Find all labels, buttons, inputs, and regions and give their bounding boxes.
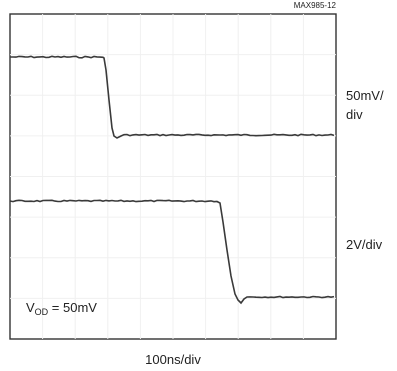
trace-output-2v [9,199,335,305]
scale-label-ch2: 2V/div [346,237,383,252]
scale-label-ch1-line2: div [346,107,363,122]
graticule [10,14,336,339]
x-scale-label: 100ns/div [145,352,201,367]
annotation-prefix: V [26,300,35,315]
overdrive-annotation: VOD = 50mV [26,300,97,317]
trace-input-50mv [10,55,335,139]
annotation-subscript: OD [35,307,49,317]
figure-id: MAX985-12 [294,1,337,10]
scale-label-ch1-line1: 50mV/ [346,88,384,103]
annotation-suffix: = 50mV [48,300,97,315]
